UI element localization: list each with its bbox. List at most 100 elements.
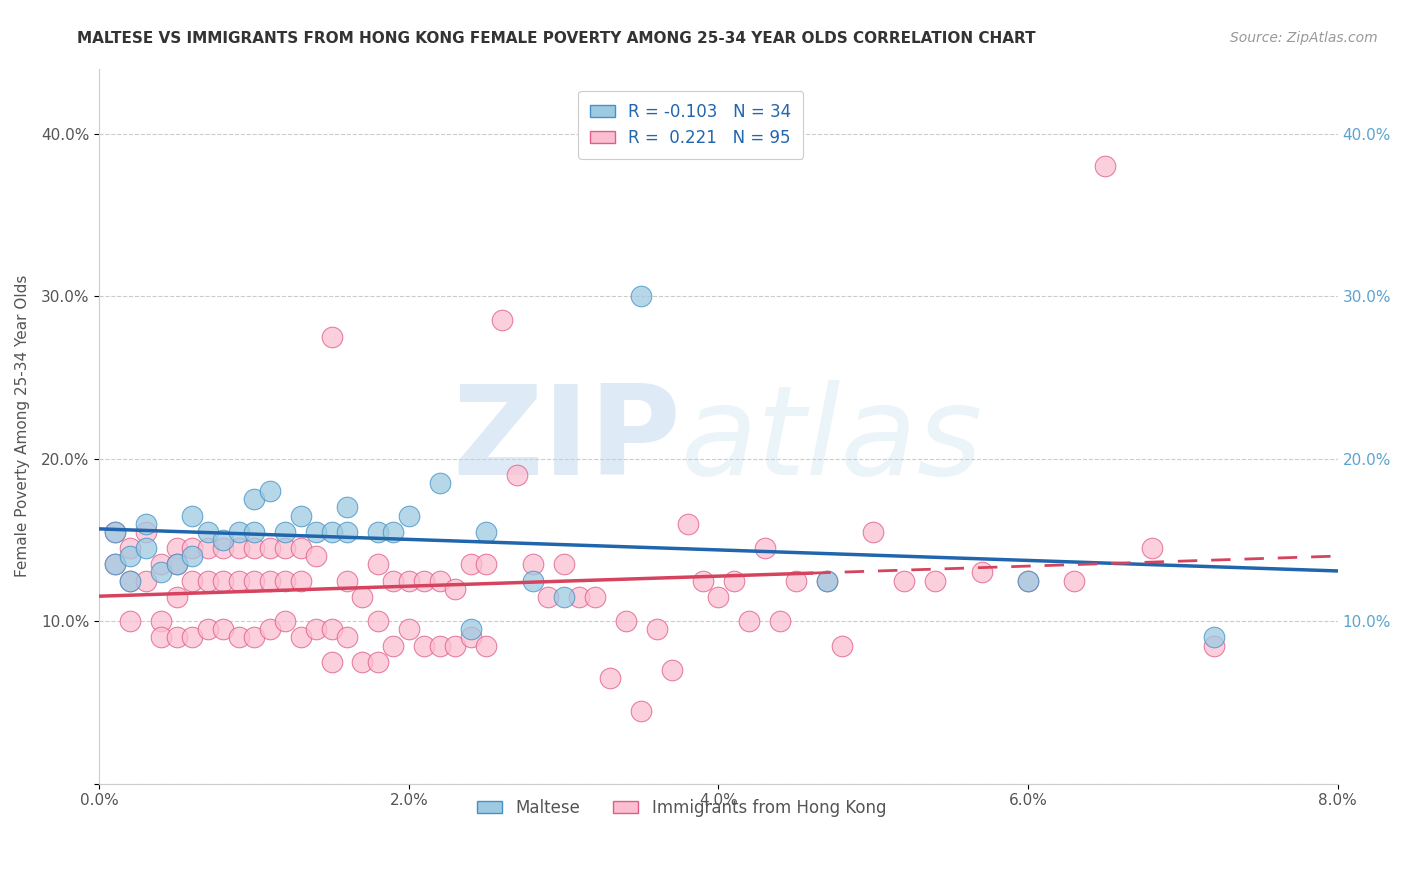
Point — [135, 574, 157, 588]
Point — [243, 574, 266, 588]
Point — [274, 524, 297, 539]
Point — [413, 639, 436, 653]
Legend: Maltese, Immigrants from Hong Kong: Maltese, Immigrants from Hong Kong — [468, 791, 894, 825]
Point — [135, 524, 157, 539]
Point — [645, 623, 668, 637]
Point — [274, 541, 297, 555]
Point — [150, 614, 173, 628]
Point — [321, 329, 343, 343]
Point — [692, 574, 714, 588]
Point — [862, 524, 884, 539]
Point — [398, 508, 420, 523]
Point — [243, 631, 266, 645]
Point — [522, 558, 544, 572]
Text: atlas: atlas — [682, 380, 983, 501]
Point — [197, 623, 219, 637]
Point — [769, 614, 792, 628]
Y-axis label: Female Poverty Among 25-34 Year Olds: Female Poverty Among 25-34 Year Olds — [15, 275, 30, 577]
Point — [382, 524, 405, 539]
Point — [1140, 541, 1163, 555]
Point — [120, 541, 142, 555]
Point — [429, 476, 451, 491]
Point — [228, 574, 250, 588]
Point — [831, 639, 853, 653]
Point — [614, 614, 637, 628]
Point — [259, 574, 281, 588]
Point — [212, 533, 235, 547]
Point — [243, 541, 266, 555]
Point — [893, 574, 915, 588]
Point — [274, 614, 297, 628]
Point — [382, 574, 405, 588]
Point — [274, 574, 297, 588]
Point — [290, 631, 312, 645]
Point — [120, 614, 142, 628]
Point — [723, 574, 745, 588]
Text: ZIP: ZIP — [453, 380, 682, 501]
Point — [120, 574, 142, 588]
Point — [460, 623, 482, 637]
Point — [166, 558, 188, 572]
Point — [398, 574, 420, 588]
Point — [197, 524, 219, 539]
Point — [1017, 574, 1039, 588]
Point — [305, 549, 328, 564]
Point — [259, 623, 281, 637]
Point — [305, 623, 328, 637]
Point — [212, 623, 235, 637]
Point — [707, 590, 730, 604]
Point — [1017, 574, 1039, 588]
Point — [290, 541, 312, 555]
Point — [259, 484, 281, 499]
Point — [475, 524, 498, 539]
Point — [429, 574, 451, 588]
Point — [382, 639, 405, 653]
Point — [970, 566, 993, 580]
Point — [522, 574, 544, 588]
Point — [352, 655, 374, 669]
Point — [166, 558, 188, 572]
Point — [460, 558, 482, 572]
Point — [243, 492, 266, 507]
Point — [166, 541, 188, 555]
Point — [197, 574, 219, 588]
Point — [475, 639, 498, 653]
Point — [181, 541, 204, 555]
Point — [367, 655, 389, 669]
Point — [553, 590, 575, 604]
Point — [491, 313, 513, 327]
Point — [181, 549, 204, 564]
Point — [398, 623, 420, 637]
Point — [568, 590, 591, 604]
Point — [429, 639, 451, 653]
Point — [630, 289, 652, 303]
Point — [413, 574, 436, 588]
Point — [352, 590, 374, 604]
Point — [924, 574, 946, 588]
Point — [181, 574, 204, 588]
Point — [785, 574, 807, 588]
Point — [166, 590, 188, 604]
Point — [150, 566, 173, 580]
Point — [336, 524, 359, 539]
Point — [367, 614, 389, 628]
Point — [367, 558, 389, 572]
Point — [212, 541, 235, 555]
Point — [444, 639, 467, 653]
Point — [336, 574, 359, 588]
Point — [336, 631, 359, 645]
Point — [150, 558, 173, 572]
Point — [197, 541, 219, 555]
Point — [135, 541, 157, 555]
Point — [676, 516, 699, 531]
Point — [243, 524, 266, 539]
Point — [150, 631, 173, 645]
Point — [181, 631, 204, 645]
Point — [120, 574, 142, 588]
Point — [815, 574, 838, 588]
Point — [537, 590, 560, 604]
Point — [599, 671, 621, 685]
Point — [1063, 574, 1085, 588]
Point — [104, 558, 127, 572]
Point — [1094, 159, 1116, 173]
